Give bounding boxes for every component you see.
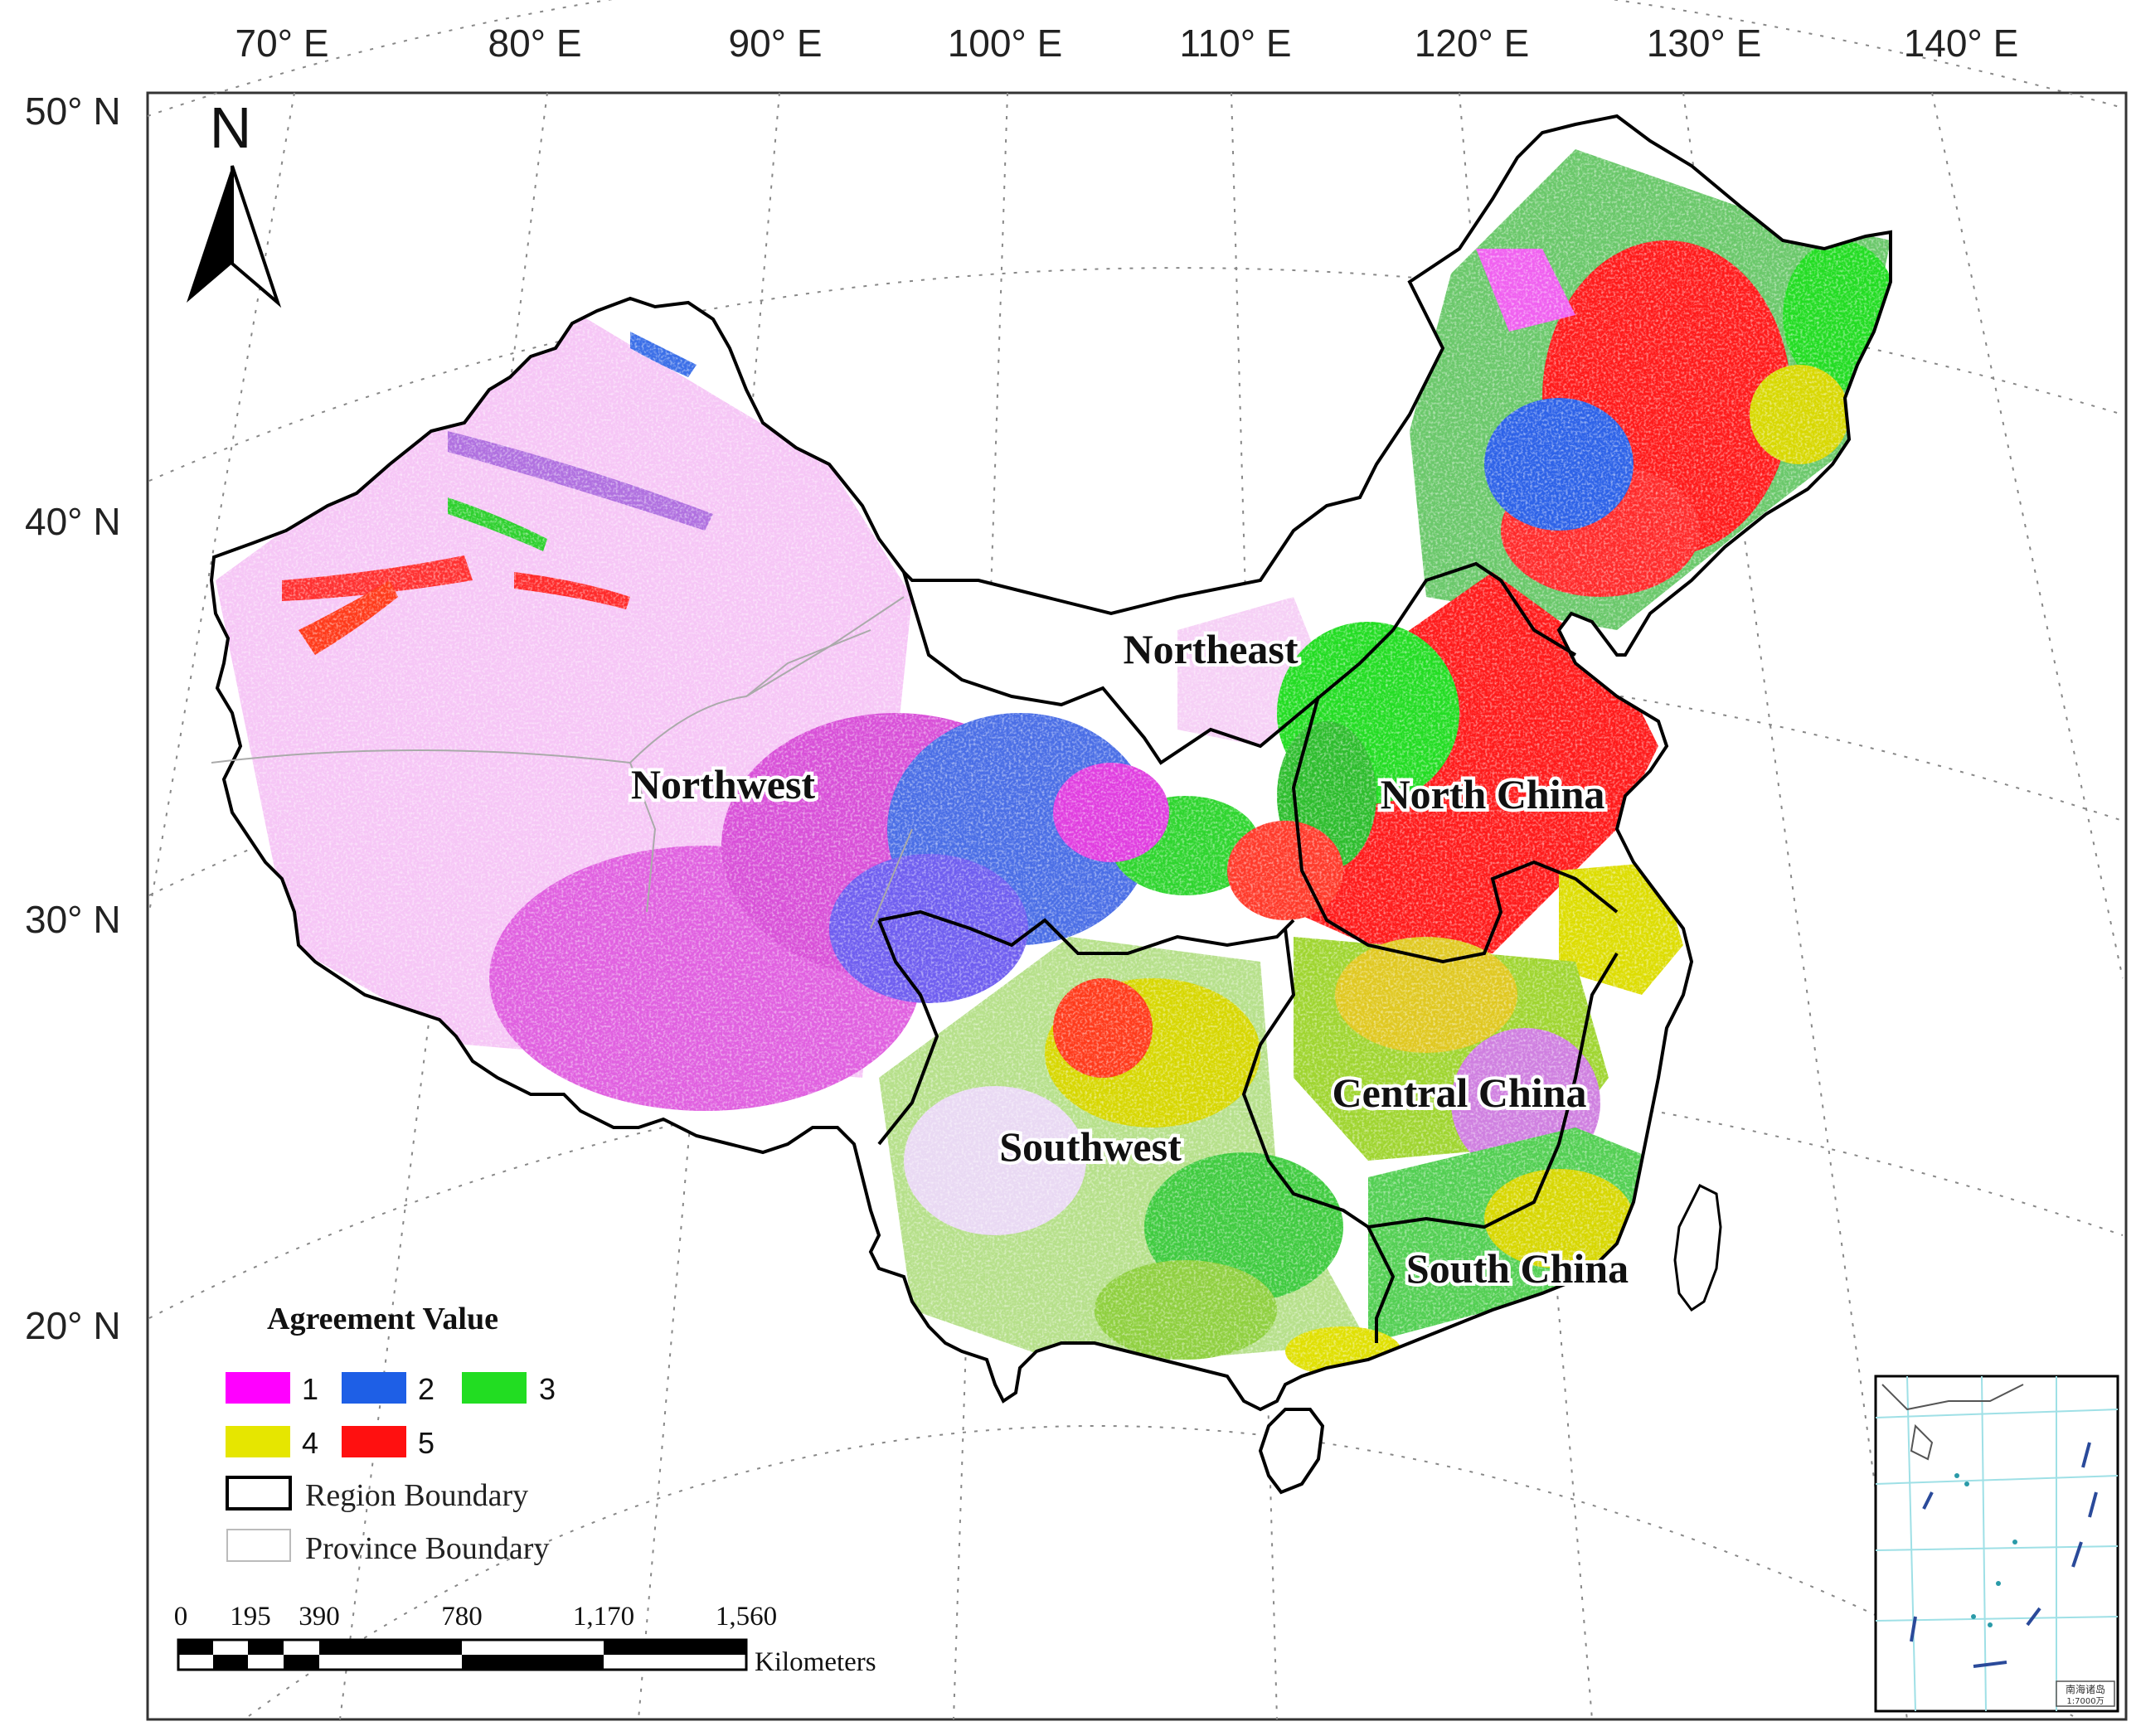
region-label-south-china: South China <box>1406 1245 1629 1292</box>
inset-caption-2: 1:7000万 <box>2066 1697 2104 1706</box>
region-label-northwest: Northwest <box>631 761 816 807</box>
scale-tick-0: 0 <box>174 1602 188 1632</box>
lon-label-70: 70° E <box>235 22 328 65</box>
hainan-outline <box>1258 1408 1325 1495</box>
scale-tick-390: 390 <box>299 1602 340 1632</box>
lon-label-120: 120° E <box>1415 22 1530 65</box>
scale-tick-780: 780 <box>441 1602 483 1632</box>
region-label-northeast: Northeast <box>1123 626 1298 672</box>
province-boundaries <box>211 596 913 929</box>
lon-label-110: 110° E <box>1179 22 1291 65</box>
legend-label-2: 2 <box>418 1372 434 1406</box>
lat-label-30: 30° N <box>25 898 121 941</box>
legend-title: Agreement Value <box>267 1302 498 1336</box>
scale-tick-1170: 1,170 <box>573 1602 634 1632</box>
lon-label-100: 100° E <box>948 22 1063 65</box>
legend-swatch-1 <box>226 1372 290 1404</box>
lat-label-20: 20° N <box>25 1304 121 1347</box>
legend-region-boundary-label: Region Boundary <box>305 1478 528 1513</box>
region-labels: Northwest Northeast North China Central … <box>628 623 1632 1295</box>
region-label-southwest: Southwest <box>999 1123 1182 1170</box>
scale-unit: Kilometers <box>755 1647 876 1677</box>
region-label-central-china: Central China <box>1333 1069 1587 1116</box>
legend-label-3: 3 <box>539 1372 556 1406</box>
scale-bar: 0 195 390 780 1,170 1,560 Kilometers <box>174 1602 876 1677</box>
lat-label-50: 50° N <box>25 90 121 133</box>
region-boundaries <box>877 561 1619 1343</box>
inset-caption-1: 南海诸岛 <box>2066 1683 2105 1695</box>
taiwan-outline <box>1673 1183 1722 1312</box>
legend-swatch-3 <box>462 1372 527 1404</box>
region-label-north-china: North China <box>1381 771 1605 817</box>
legend-swatch-2 <box>342 1372 406 1404</box>
legend-swatch-4 <box>226 1426 290 1457</box>
legend-label-5: 5 <box>418 1426 434 1460</box>
north-arrow-icon: N <box>187 95 282 308</box>
longitude-labels: 70° E 80° E 90° E 100° E 110° E 120° E 1… <box>235 22 2018 65</box>
scale-tick-1560: 1,560 <box>716 1602 777 1632</box>
legend-province-boundary-swatch <box>226 1529 291 1562</box>
lon-label-140: 140° E <box>1904 22 2019 65</box>
legend-province-boundary-label: Province Boundary <box>305 1531 549 1566</box>
legend-label-4: 4 <box>302 1426 318 1460</box>
north-arrow-letter: N <box>210 95 252 160</box>
lon-label-90: 90° E <box>728 22 822 65</box>
legend-label-1: 1 <box>302 1372 318 1406</box>
lon-label-80: 80° E <box>488 22 581 65</box>
lat-label-40: 40° N <box>25 500 121 543</box>
scale-tick-195: 195 <box>230 1602 271 1632</box>
legend: Agreement Value 1 2 3 4 5 Region Boundar… <box>226 1302 556 1566</box>
map-frame <box>146 91 2128 1721</box>
inset-map: 南海诸岛 1:7000万 <box>1874 1375 2119 1713</box>
legend-swatch-5 <box>342 1426 406 1457</box>
latitude-labels: 50° N 40° N 30° N 20° N <box>25 90 121 1347</box>
legend-region-boundary-swatch <box>226 1476 292 1511</box>
lon-label-130: 130° E <box>1647 22 1762 65</box>
